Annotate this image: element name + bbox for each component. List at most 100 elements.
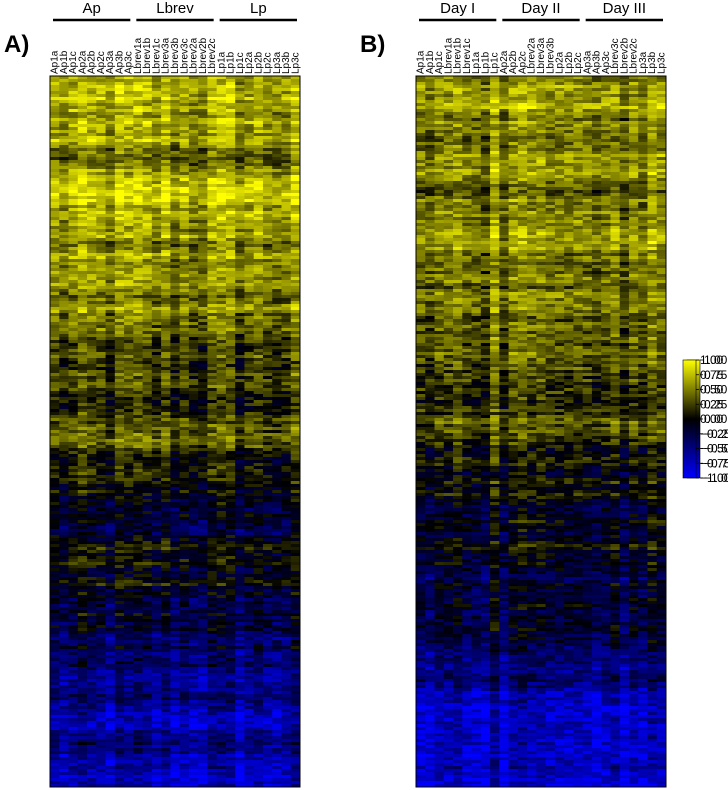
heatmap-cell	[124, 463, 134, 467]
heatmap-cell	[262, 403, 273, 407]
heatmap-cell	[105, 313, 116, 317]
heatmap-cell	[50, 589, 60, 593]
heatmap-cell	[170, 457, 181, 461]
heatmap-cell	[281, 385, 292, 389]
heatmap-cell	[225, 586, 236, 590]
heatmap-cell	[124, 547, 134, 551]
heatmap-cell	[179, 550, 190, 554]
heatmap-cell	[225, 349, 236, 353]
heatmap-cell	[77, 382, 88, 386]
heatmap-cell	[207, 316, 218, 320]
heatmap-cell	[281, 604, 292, 608]
heatmap-cell	[105, 340, 116, 344]
heatmap-cell	[105, 595, 116, 599]
heatmap-cell	[179, 109, 190, 113]
heatmap-cell	[290, 577, 301, 581]
heatmap-cell	[105, 532, 116, 536]
heatmap-cell	[253, 211, 264, 215]
heatmap-cell	[59, 529, 69, 533]
heatmap-cell	[188, 229, 199, 233]
heatmap-cell	[87, 541, 97, 545]
heatmap-cell	[161, 370, 171, 374]
heatmap-cell	[151, 565, 162, 569]
heatmap-cell	[207, 253, 218, 257]
heatmap-cell	[161, 403, 171, 407]
heatmap-cell	[161, 523, 171, 527]
heatmap-cell	[151, 472, 162, 476]
heatmap-cell	[142, 163, 153, 167]
heatmap-cell	[142, 595, 153, 599]
heatmap-cell	[225, 481, 236, 485]
heatmap-cell	[244, 322, 255, 326]
heatmap-cell	[216, 511, 227, 515]
heatmap-cell	[170, 340, 181, 344]
heatmap-cell	[142, 475, 153, 479]
heatmap-cell	[68, 604, 79, 608]
heatmap-cell	[188, 475, 199, 479]
heatmap-cell	[253, 523, 264, 527]
heatmap-cell	[50, 601, 60, 605]
heatmap-cell	[253, 280, 264, 284]
heatmap-cell	[77, 496, 88, 500]
heatmap-cell	[105, 121, 116, 125]
heatmap-cell	[114, 382, 125, 386]
heatmap-cell	[87, 295, 97, 299]
heatmap-cell	[253, 469, 264, 473]
heatmap-cell	[216, 481, 227, 485]
heatmap-cell	[151, 448, 162, 452]
heatmap-cell	[198, 550, 208, 554]
heatmap-cell	[124, 514, 134, 518]
heatmap-cell	[179, 301, 190, 305]
heatmap-cell	[124, 109, 134, 113]
heatmap-cell	[77, 577, 88, 581]
heatmap-cell	[290, 559, 301, 563]
heatmap-cell	[272, 562, 282, 566]
heatmap-cell	[133, 229, 143, 233]
heatmap-cell	[281, 109, 292, 113]
heatmap-cell	[225, 277, 236, 281]
heatmap-cell	[114, 262, 125, 266]
heatmap-cell	[68, 289, 79, 293]
heatmap-cell	[133, 550, 143, 554]
heatmap-cell	[290, 430, 301, 434]
heatmap-cell	[272, 559, 282, 563]
heatmap-cell	[151, 451, 162, 455]
heatmap-cell	[235, 562, 245, 566]
heatmap-cell	[68, 598, 79, 602]
heatmap-cell	[59, 184, 69, 188]
heatmap-cell	[87, 316, 97, 320]
heatmap-cell	[68, 532, 79, 536]
heatmap-cell	[198, 130, 208, 134]
heatmap-cell	[114, 445, 125, 449]
heatmap-cell	[170, 88, 181, 92]
heatmap-cell	[77, 424, 88, 428]
heatmap-cell	[68, 547, 79, 551]
heatmap-cell	[225, 151, 236, 155]
heatmap-cell	[161, 382, 171, 386]
heatmap-cell	[50, 220, 60, 224]
heatmap-cell	[170, 145, 181, 149]
heatmap-cell	[59, 139, 69, 143]
heatmap-cell	[244, 565, 255, 569]
heatmap-cell	[170, 607, 181, 611]
heatmap-cell	[225, 94, 236, 98]
heatmap-cell	[77, 400, 88, 404]
heatmap-cell	[235, 340, 245, 344]
heatmap-cell	[50, 526, 60, 530]
heatmap-cell	[207, 106, 218, 110]
heatmap-cell	[281, 316, 292, 320]
heatmap-cell	[235, 229, 245, 233]
heatmap-cell	[87, 391, 97, 395]
heatmap-cell	[124, 580, 134, 584]
heatmap-cell	[50, 325, 60, 329]
heatmap-cell	[151, 613, 162, 617]
heatmap-cell	[216, 367, 227, 371]
heatmap-cell	[290, 565, 301, 569]
heatmap-cell	[114, 304, 125, 308]
heatmap-cell	[68, 115, 79, 119]
heatmap-cell	[244, 289, 255, 293]
heatmap-cell	[96, 190, 106, 194]
heatmap-cell	[235, 280, 245, 284]
heatmap-cell	[133, 394, 143, 398]
heatmap-cell	[105, 502, 116, 506]
